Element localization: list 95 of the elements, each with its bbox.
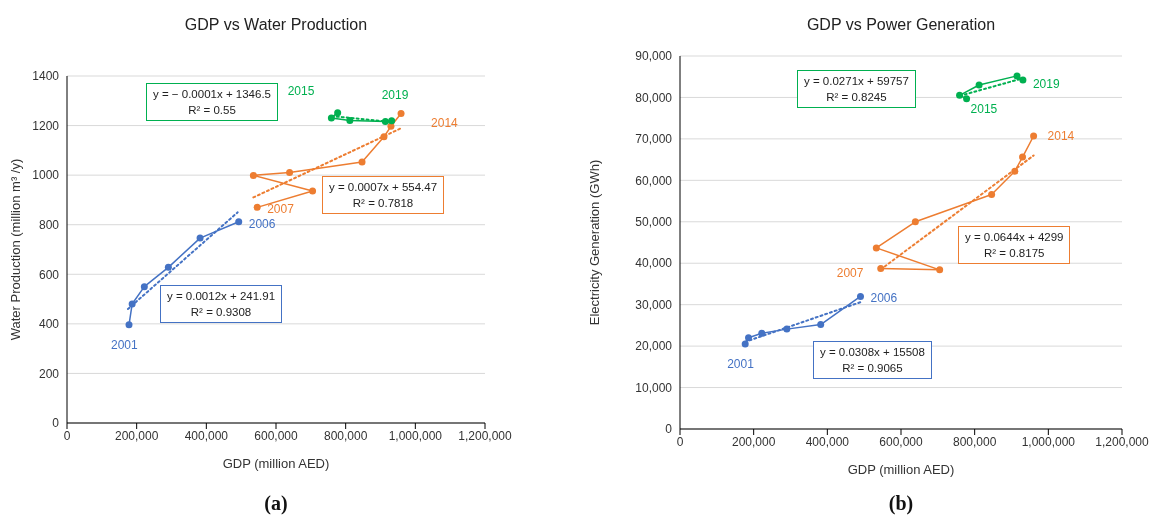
y-tick-label: 40,000 xyxy=(635,256,673,271)
point xyxy=(397,109,405,117)
y-tick-label: 400 xyxy=(38,317,60,332)
point xyxy=(235,218,243,226)
annotation: y = − 0.0001x + 1346.5 R² = 0.55 xyxy=(146,83,278,121)
x-tick-label: 400,000 xyxy=(184,428,229,443)
point xyxy=(1011,167,1019,175)
y-axis-title: Electricity Generation (GWh) xyxy=(586,159,602,326)
y-tick-label: 50,000 xyxy=(635,215,673,230)
y-tick-label: 90,000 xyxy=(635,49,673,64)
point xyxy=(358,158,366,166)
point xyxy=(963,95,971,103)
x-tick-label: 800,000 xyxy=(952,434,997,449)
point xyxy=(381,118,389,126)
point xyxy=(1019,153,1027,161)
point xyxy=(956,91,964,99)
annotation: 2007 xyxy=(267,202,295,217)
annotation: y = 0.0644x + 4299 R² = 0.8175 xyxy=(958,226,1071,264)
annotation: 2007 xyxy=(836,265,864,280)
x-tick-label: 400,000 xyxy=(805,434,850,449)
y-tick-label: 800 xyxy=(38,217,60,232)
x-tick-label: 1,000,000 xyxy=(1021,434,1076,449)
point xyxy=(253,203,261,211)
point xyxy=(140,283,148,291)
x-tick-label: 0 xyxy=(63,428,71,443)
annotation: y = 0.0012x + 241.91 R² = 0.9308 xyxy=(160,285,283,323)
annotation: 2014 xyxy=(1047,128,1075,143)
point xyxy=(327,114,335,122)
annotation: y = 0.0007x + 554.47 R² = 0.7818 xyxy=(322,176,445,214)
annotation: 2019 xyxy=(381,87,409,102)
chart-title: GDP vs Power Generation xyxy=(805,16,997,34)
point xyxy=(856,292,864,300)
x-tick-label: 200,000 xyxy=(114,428,159,443)
point xyxy=(309,187,317,195)
point xyxy=(334,109,342,117)
y-tick-label: 1400 xyxy=(32,69,60,84)
annotation: 2006 xyxy=(870,291,898,306)
x-axis-title: GDP (million AED) xyxy=(847,462,955,477)
point xyxy=(936,266,944,274)
point xyxy=(758,329,766,337)
point xyxy=(286,168,294,176)
point xyxy=(975,81,983,89)
y-tick-label: 600 xyxy=(38,267,60,282)
text: (b) xyxy=(887,492,915,515)
point xyxy=(1030,132,1038,140)
text: (a) xyxy=(263,492,289,515)
y-tick-label: 70,000 xyxy=(635,132,673,147)
point xyxy=(817,321,825,329)
y-tick-label: 60,000 xyxy=(635,173,673,188)
annotation: 2006 xyxy=(248,216,276,231)
annotation: 2001 xyxy=(727,357,755,372)
point xyxy=(741,340,749,348)
y-axis-title: Water Production (million m³ /y) xyxy=(7,158,23,341)
annotation: y = 0.0271x + 59757 R² = 0.8245 xyxy=(797,70,916,108)
point xyxy=(877,265,885,273)
point xyxy=(988,190,996,198)
point xyxy=(911,218,919,226)
y-tick-label: 0 xyxy=(52,416,60,431)
y-tick-label: 200 xyxy=(38,366,60,381)
point xyxy=(380,133,388,141)
point xyxy=(387,122,395,130)
annotation: 2001 xyxy=(111,337,139,352)
y-tick-label: 30,000 xyxy=(635,297,673,312)
y-tick-label: 80,000 xyxy=(635,90,673,105)
annotation: 2015 xyxy=(970,101,998,116)
y-tick-label: 20,000 xyxy=(635,339,673,354)
x-tick-label: 1,200,000 xyxy=(458,428,513,443)
point xyxy=(388,117,396,125)
point xyxy=(164,263,172,271)
x-tick-label: 1,200,000 xyxy=(1095,434,1150,449)
y-tick-label: 1000 xyxy=(32,168,60,183)
y-tick-label: 10,000 xyxy=(635,380,673,395)
x-tick-label: 600,000 xyxy=(254,428,299,443)
point xyxy=(196,234,204,242)
point xyxy=(872,244,880,252)
point xyxy=(745,334,753,342)
point xyxy=(1019,76,1027,84)
x-axis-title: GDP (million AED) xyxy=(222,456,330,471)
point xyxy=(783,325,791,333)
point xyxy=(346,117,354,125)
annotation: 2019 xyxy=(1032,77,1060,92)
point xyxy=(125,321,133,329)
point xyxy=(128,300,136,308)
point xyxy=(249,171,257,179)
x-tick-label: 1,000,000 xyxy=(388,428,443,443)
x-tick-label: 600,000 xyxy=(879,434,924,449)
annotation: 2015 xyxy=(287,83,315,98)
x-tick-label: 200,000 xyxy=(731,434,776,449)
x-tick-label: 800,000 xyxy=(323,428,368,443)
annotation: y = 0.0308x + 15508 R² = 0.9065 xyxy=(813,341,932,379)
y-tick-label: 1200 xyxy=(32,118,60,133)
annotation: 2014 xyxy=(431,116,459,131)
x-tick-label: 0 xyxy=(676,434,684,449)
chart-title: GDP vs Water Production xyxy=(183,16,369,34)
point xyxy=(1013,72,1021,80)
